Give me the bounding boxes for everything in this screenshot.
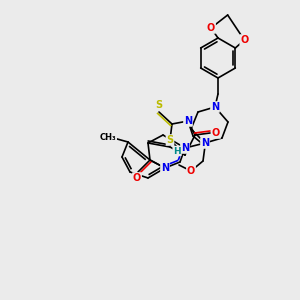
Text: O: O <box>207 23 215 33</box>
Text: CH₃: CH₃ <box>100 133 116 142</box>
Text: O: O <box>212 128 220 138</box>
Text: S: S <box>167 135 174 145</box>
Text: O: O <box>187 166 195 176</box>
Text: O: O <box>133 173 141 183</box>
Text: H: H <box>173 146 181 155</box>
Text: N: N <box>184 116 192 126</box>
Text: N: N <box>201 138 209 148</box>
Text: S: S <box>155 100 163 110</box>
Text: N: N <box>161 163 169 173</box>
Text: N: N <box>211 102 219 112</box>
Text: N: N <box>181 143 189 153</box>
Text: O: O <box>240 35 248 45</box>
